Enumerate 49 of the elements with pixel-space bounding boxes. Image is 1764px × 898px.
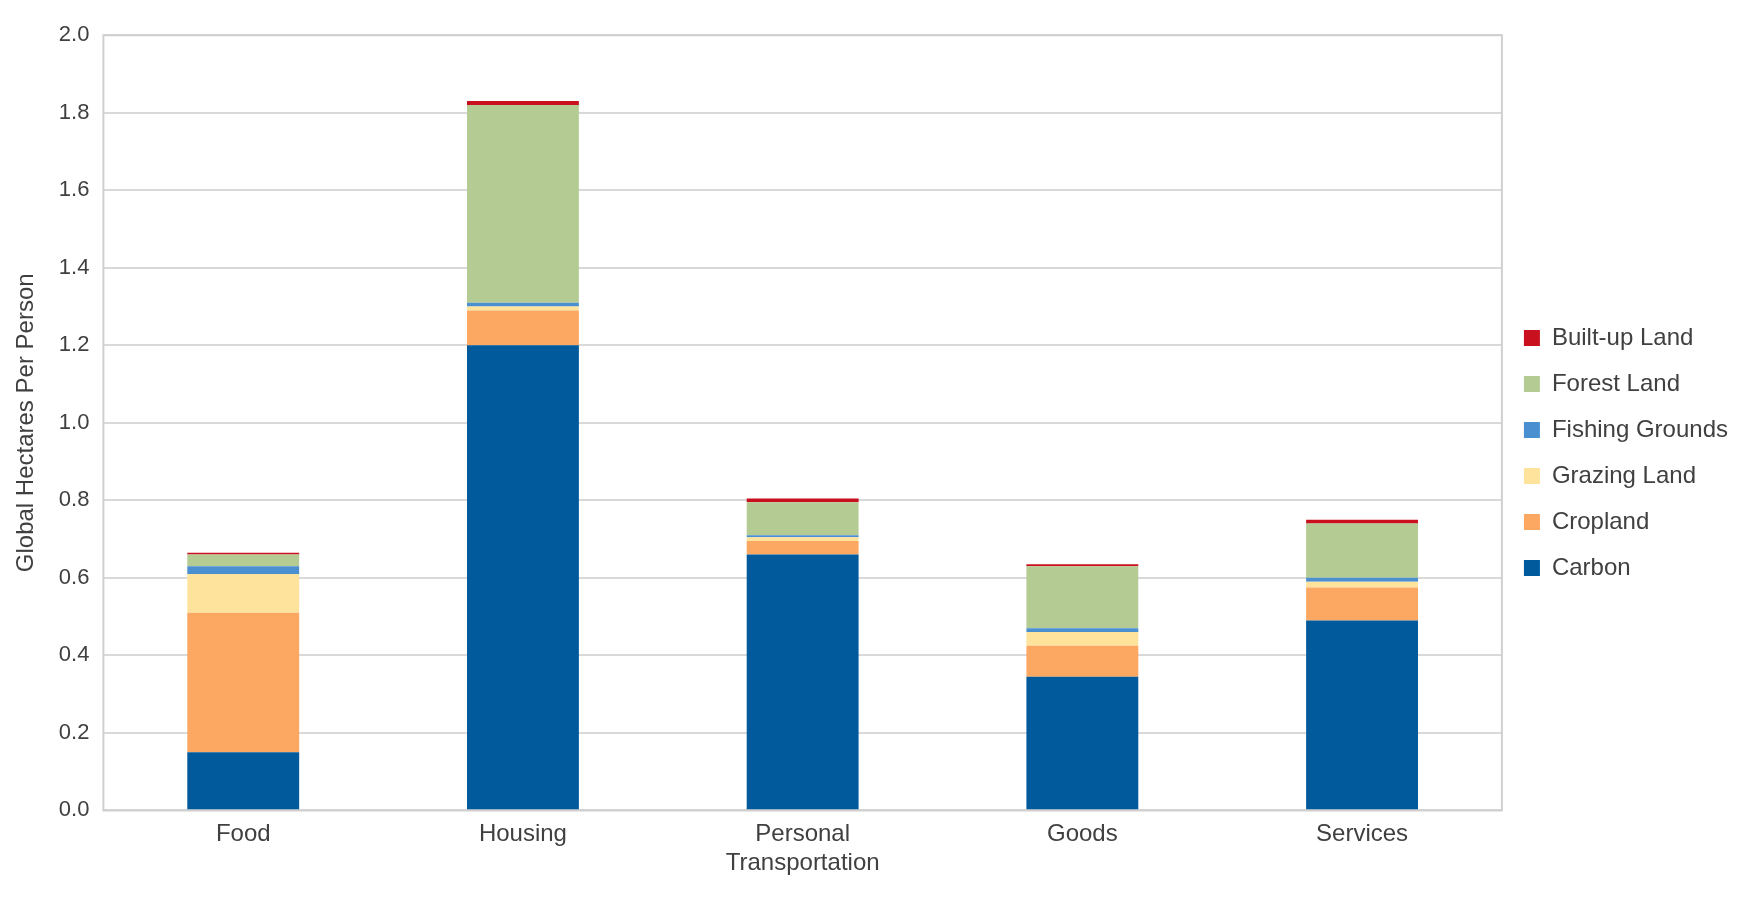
bar bbox=[467, 345, 579, 810]
bar bbox=[467, 302, 579, 307]
legend-label: Forest Land bbox=[1551, 368, 1680, 396]
bar bbox=[467, 310, 579, 346]
y-tick-label: 1.2 bbox=[58, 331, 90, 357]
bar bbox=[187, 554, 300, 567]
bar bbox=[187, 752, 300, 810]
bar bbox=[1306, 519, 1418, 524]
bar bbox=[467, 104, 579, 303]
y-tick-label: 0.0 bbox=[58, 796, 90, 822]
y-tick-label: 2.0 bbox=[58, 21, 90, 47]
x-tick-label: Food bbox=[215, 819, 271, 847]
bar bbox=[746, 554, 859, 810]
y-tick-label: 1.4 bbox=[58, 253, 90, 279]
bar bbox=[187, 566, 300, 574]
y-tick-label: 0.2 bbox=[58, 718, 90, 744]
y-tick-label: 1.8 bbox=[58, 98, 90, 124]
x-tick-label: Housing bbox=[478, 819, 567, 847]
y-tick-label: 1.6 bbox=[58, 176, 90, 202]
bar bbox=[1306, 581, 1418, 588]
y-tick-label: 0.4 bbox=[58, 641, 90, 667]
y-tick-label: 0.6 bbox=[58, 563, 90, 589]
y-axis-title: Global Hectares Per Person bbox=[11, 273, 39, 573]
y-tick-label: 1.0 bbox=[58, 408, 90, 434]
legend-label: Grazing Land bbox=[1551, 460, 1697, 488]
bar bbox=[467, 101, 579, 105]
legend-label: Carbon bbox=[1551, 552, 1631, 580]
bar bbox=[746, 537, 859, 542]
x-tick-label: Personal Transportation bbox=[725, 819, 880, 876]
bar bbox=[746, 498, 859, 503]
bar bbox=[1026, 632, 1139, 646]
legend-label: Built-up Land bbox=[1551, 322, 1694, 350]
bar bbox=[1306, 620, 1418, 810]
bar bbox=[187, 612, 300, 753]
bar bbox=[187, 573, 300, 613]
bar bbox=[1306, 523, 1418, 578]
y-tick-label: 0.8 bbox=[58, 486, 90, 512]
legend-label: Fishing Grounds bbox=[1551, 414, 1729, 442]
bar bbox=[1026, 628, 1139, 633]
x-tick-label: Goods bbox=[1047, 819, 1118, 847]
bar bbox=[1306, 577, 1418, 582]
legend-label: Cropland bbox=[1551, 506, 1650, 534]
x-tick-label: Services bbox=[1316, 819, 1409, 847]
bar bbox=[746, 541, 859, 555]
bar bbox=[1306, 587, 1418, 621]
bar bbox=[1026, 566, 1139, 629]
bar bbox=[1026, 645, 1139, 677]
bar bbox=[746, 502, 859, 536]
bar bbox=[1026, 676, 1139, 810]
